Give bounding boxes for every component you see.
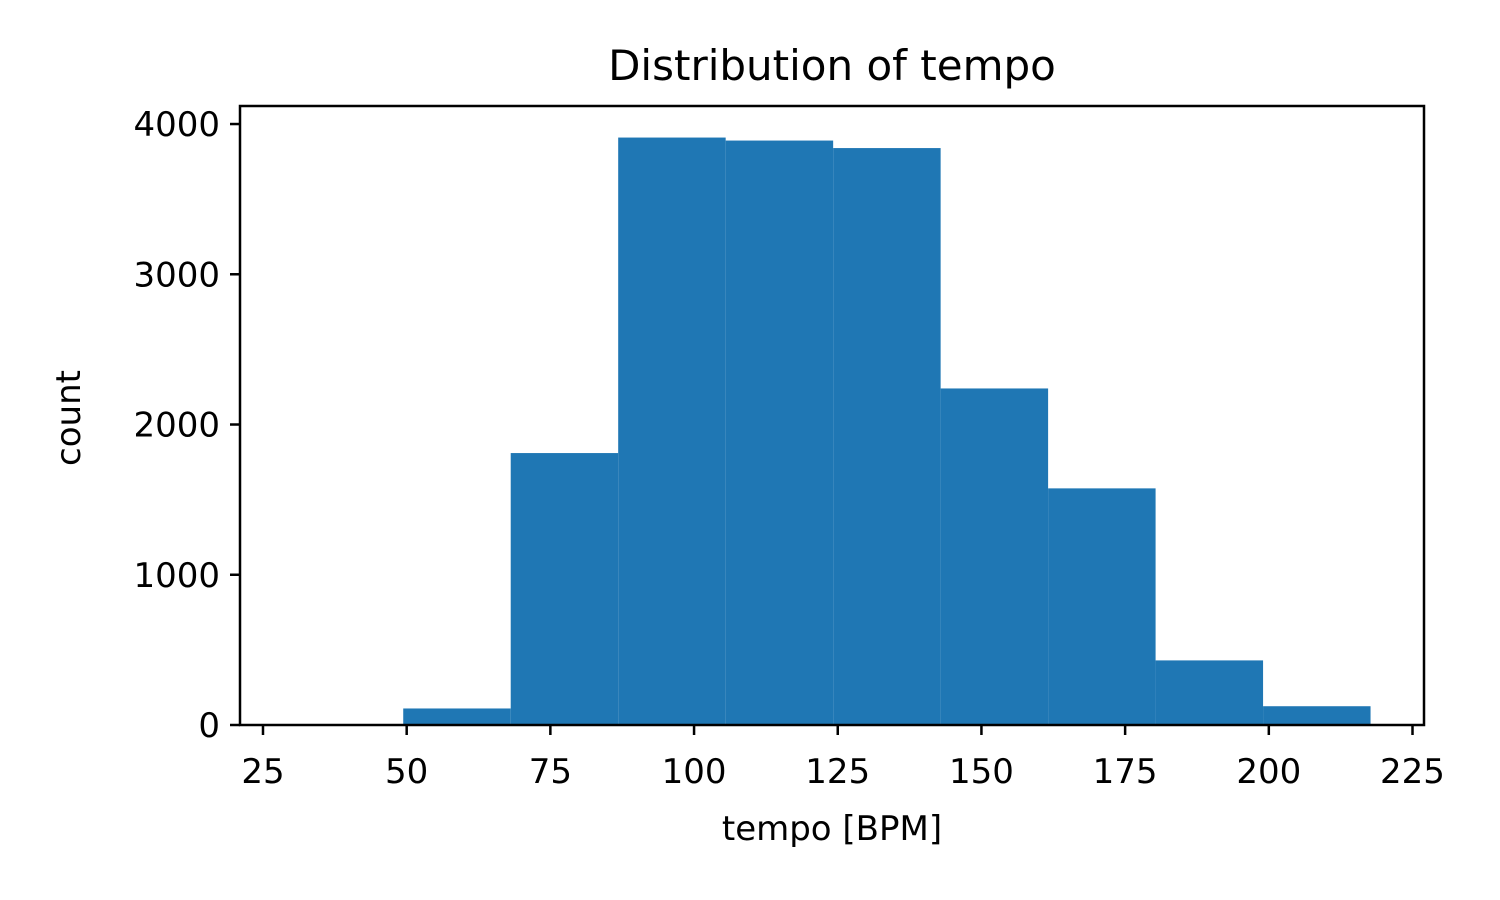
histogram-bars xyxy=(403,137,1371,725)
histogram-bar xyxy=(833,148,941,725)
x-tick-label: 150 xyxy=(949,752,1014,792)
histogram-bar xyxy=(618,137,726,725)
histogram-bar xyxy=(1048,488,1156,725)
y-axis-ticks: 0 1000 2000 3000 4000 xyxy=(133,105,240,746)
y-tick-label: 0 xyxy=(198,706,220,746)
histogram-bar xyxy=(725,140,834,725)
x-tick-label: 175 xyxy=(1093,752,1158,792)
x-tick-label: 125 xyxy=(805,752,870,792)
chart-title: Distribution of tempo xyxy=(608,41,1056,90)
histogram-bar xyxy=(403,708,511,725)
y-tick-label: 2000 xyxy=(133,406,220,446)
x-tick-label: 25 xyxy=(241,752,284,792)
y-axis-label: count xyxy=(49,370,89,466)
plot-frame xyxy=(238,104,1426,727)
x-axis-label: tempo [BPM] xyxy=(722,809,942,849)
x-axis-ticks: 25 50 75 100 125 150 175 200 225 xyxy=(241,725,1445,792)
x-tick-label: 100 xyxy=(662,752,727,792)
x-tick-label: 200 xyxy=(1236,752,1301,792)
histogram-bar xyxy=(940,388,1049,725)
x-tick-label: 225 xyxy=(1380,752,1445,792)
y-tick-label: 3000 xyxy=(133,255,220,295)
x-tick-label: 75 xyxy=(529,752,572,792)
x-tick-label: 50 xyxy=(385,752,428,792)
y-tick-label: 4000 xyxy=(133,105,220,145)
histogram-bar xyxy=(1155,660,1264,725)
histogram-bar xyxy=(1263,706,1371,725)
histogram-bar xyxy=(510,453,619,725)
y-tick-label: 1000 xyxy=(133,556,220,596)
